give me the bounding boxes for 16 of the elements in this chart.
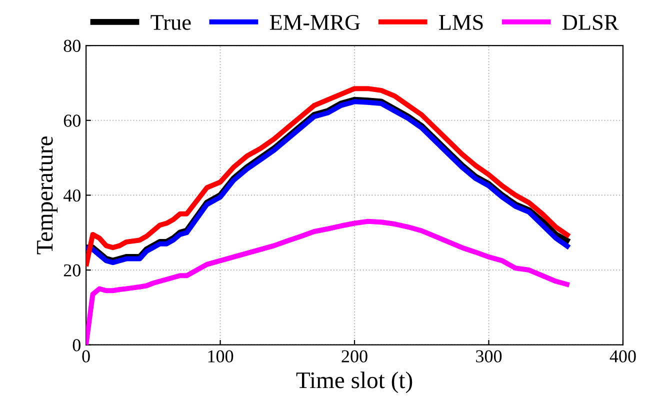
legend-label: DLSR	[562, 14, 619, 30]
x-axis-title: Time slot (t)	[296, 372, 412, 394]
x-tick-label: 400	[610, 350, 636, 362]
x-tick-label: 200	[342, 350, 368, 362]
x-tick-label: 0	[82, 350, 90, 362]
y-tick-label: 60	[64, 114, 80, 127]
y-tick-label: 20	[64, 264, 80, 276]
y-tick-label: 80	[64, 40, 80, 52]
legend-label: True	[150, 15, 191, 30]
y-axis-title: Temperature	[37, 136, 58, 254]
legend-label: LMS	[439, 14, 483, 30]
legend-label: EM-MRG	[270, 14, 360, 30]
x-tick-label: 300	[476, 350, 502, 362]
x-tick-label: 100	[208, 350, 234, 362]
y-tick-label: 40	[63, 189, 80, 202]
y-tick-label: 0	[72, 339, 80, 352]
